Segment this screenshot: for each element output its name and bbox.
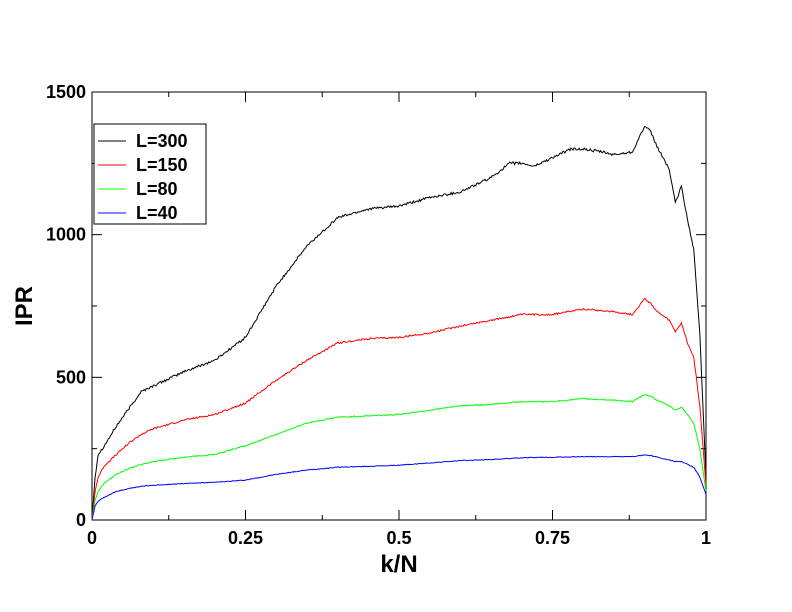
x-tick-label: 0 xyxy=(87,528,97,548)
series-line-3 xyxy=(91,394,707,521)
legend-label: L=150 xyxy=(136,155,188,175)
x-tick-label: 0.5 xyxy=(386,528,411,548)
x-tick-label: 0.25 xyxy=(228,528,263,548)
y-axis-title: IPR xyxy=(11,286,38,326)
y-tick-label: 1500 xyxy=(46,82,86,102)
legend-label: L=80 xyxy=(136,179,178,199)
series-line-4 xyxy=(91,454,707,521)
series-lines xyxy=(91,126,707,521)
y-tick-label: 500 xyxy=(56,367,86,387)
x-tick-label: 0.75 xyxy=(535,528,570,548)
x-axis-title: k/N xyxy=(380,551,417,578)
legend-label: L=40 xyxy=(136,203,178,223)
series-line-1 xyxy=(91,126,707,521)
y-tick-label: 1000 xyxy=(46,225,86,245)
legend-label: L=300 xyxy=(136,131,188,151)
y-tick-label: 0 xyxy=(76,510,86,530)
x-tick-label: 1 xyxy=(701,528,711,548)
legend: L=300 L=150 L=80 L=40 xyxy=(93,123,207,225)
series-line-2 xyxy=(91,297,707,521)
tick-labels: 0 0.25 0.5 0.75 1 0 500 1000 1500 xyxy=(46,82,711,548)
